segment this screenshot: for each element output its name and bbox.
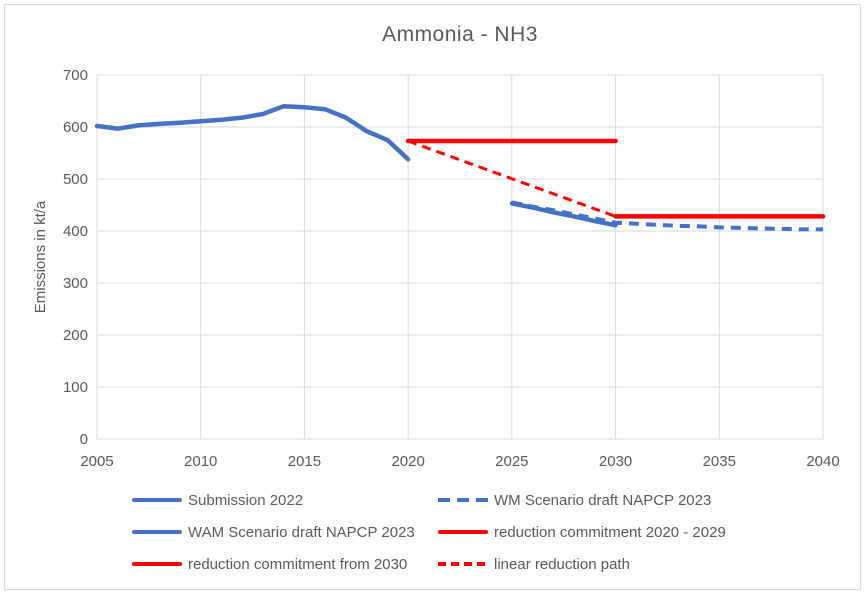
legend-label-reduction-commitment-2020-2029: reduction commitment 2020 - 2029 bbox=[494, 523, 726, 541]
legend-item-reduction-commitment-from-2030: reduction commitment from 2030 bbox=[132, 556, 438, 573]
chart-frame bbox=[4, 4, 861, 590]
legend-swatch-blue-solid-line bbox=[132, 530, 182, 534]
legend-item-linear-reduction-path: linear reduction path bbox=[438, 556, 726, 573]
legend-label-reduction-commitment-from-2030: reduction commitment from 2030 bbox=[188, 555, 408, 573]
series-line-submission-2022 bbox=[94, 103, 411, 162]
y-tick-label-300: 300 bbox=[63, 275, 88, 292]
x-tick-label-2030: 2030 bbox=[599, 453, 632, 470]
legend-item-wam-scenario: WAM Scenario draft NAPCP 2023 bbox=[132, 524, 438, 541]
legend-item-submission-2022: Submission 2022 bbox=[132, 492, 438, 509]
y-tick-label-400: 400 bbox=[63, 223, 88, 240]
x-tick-label-2010: 2010 bbox=[184, 453, 217, 470]
legend-label-linear-reduction-path: linear reduction path bbox=[494, 555, 630, 573]
legend-label-wm-scenario: WM Scenario draft NAPCP 2023 bbox=[494, 491, 712, 509]
plot-border bbox=[96, 74, 824, 440]
x-tick-label-2040: 2040 bbox=[806, 453, 839, 470]
series-line-linear-reduction-path bbox=[407, 139, 617, 218]
y-tick-label-600: 600 bbox=[63, 119, 88, 136]
y-tick-label-200: 200 bbox=[63, 327, 88, 344]
y-tick-label-500: 500 bbox=[63, 171, 88, 188]
legend: Submission 2022 WM Scenario draft NAPCP … bbox=[132, 484, 726, 580]
legend-swatch-red-dashed-line bbox=[438, 562, 488, 566]
legend-label-submission-2022: Submission 2022 bbox=[188, 491, 304, 509]
x-tick-label-2025: 2025 bbox=[495, 453, 528, 470]
x-tick-label-2020: 2020 bbox=[391, 453, 424, 470]
y-tick-label-0: 0 bbox=[80, 431, 88, 448]
legend-item-wm-scenario: WM Scenario draft NAPCP 2023 bbox=[438, 492, 726, 509]
legend-swatch-red-solid-line bbox=[132, 562, 182, 566]
y-axis-title: Emissions in kt/a bbox=[32, 200, 49, 313]
chart-title: Ammonia - NH3 bbox=[382, 23, 538, 46]
legend-swatch-blue-solid-line bbox=[132, 498, 182, 502]
legend-label-wam-scenario: WAM Scenario draft NAPCP 2023 bbox=[188, 523, 415, 541]
x-tick-label-2015: 2015 bbox=[288, 453, 321, 470]
series-line-wm-scenario-draft-napcp-2023 bbox=[511, 200, 823, 232]
legend-swatch-red-solid-line bbox=[438, 530, 488, 534]
x-tick-label-2035: 2035 bbox=[703, 453, 736, 470]
legend-item-reduction-commitment-2020-2029: reduction commitment 2020 - 2029 bbox=[438, 524, 726, 541]
y-tick-label-100: 100 bbox=[63, 379, 88, 396]
y-tick-label-700: 700 bbox=[63, 67, 88, 84]
x-tick-label-2005: 2005 bbox=[80, 453, 113, 470]
legend-swatch-blue-dashed-line bbox=[438, 498, 488, 502]
